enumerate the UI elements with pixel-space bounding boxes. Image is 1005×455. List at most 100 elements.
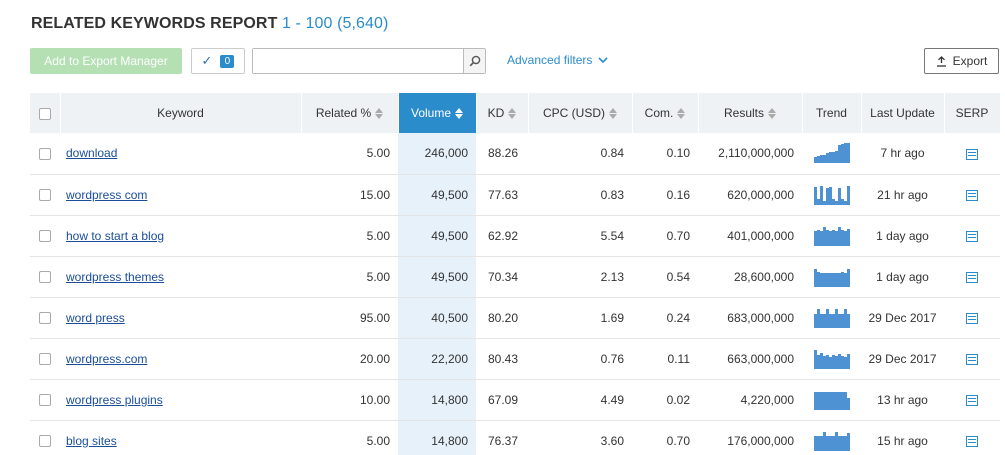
col-keyword[interactable]: Keyword: [60, 93, 302, 133]
trend-bar: [822, 355, 826, 369]
trend-cell: [802, 379, 861, 421]
serp-cell: [944, 256, 1000, 298]
trend-bar: [837, 145, 841, 164]
table-row: how to start a blog 5.00 49,500 62.92 5.54 0.…: [30, 215, 1000, 257]
trend-bar: [816, 271, 820, 287]
row-checkbox[interactable]: [39, 353, 51, 366]
serp-list-icon[interactable]: [966, 271, 978, 283]
serp-list-icon[interactable]: [966, 189, 978, 201]
serp-list-icon[interactable]: [966, 148, 978, 160]
serp-cell: [944, 215, 1000, 257]
trend-bar: [816, 354, 820, 369]
search-input[interactable]: [253, 49, 463, 73]
trend-bar: [831, 229, 835, 246]
serp-list-icon[interactable]: [966, 353, 978, 365]
trend-bar: [843, 391, 847, 410]
row-checkbox[interactable]: [39, 148, 51, 161]
keyword-link[interactable]: download: [66, 146, 118, 161]
checkmark-icon: ✓: [201, 53, 213, 68]
trend-bar: [816, 198, 820, 205]
trend-bar: [837, 272, 841, 287]
select-all-checkbox[interactable]: [38, 107, 51, 120]
advanced-filters-toggle[interactable]: Advanced filters: [507, 53, 608, 67]
row-checkbox[interactable]: [39, 394, 51, 407]
results-cell: 4,220,000: [698, 379, 802, 421]
serp-list-icon[interactable]: [966, 435, 978, 447]
selected-toggle-button[interactable]: ✓ 0: [191, 48, 245, 74]
related-cell: 5.00: [301, 133, 398, 175]
com-cell: 0.02: [632, 379, 698, 421]
related-cell: 95.00: [301, 297, 398, 339]
kd-cell: 67.09: [476, 379, 528, 421]
row-checkbox[interactable]: [39, 312, 51, 325]
kd-cell: 77.63: [476, 174, 528, 216]
trend-bar: [813, 313, 817, 328]
related-cell: 5.00: [301, 420, 398, 455]
trend-bar: [840, 391, 844, 410]
row-checkbox[interactable]: [39, 230, 51, 243]
trend-bar: [837, 313, 841, 328]
col-related[interactable]: Related %: [301, 93, 399, 133]
keyword-link[interactable]: wordpress plugins: [66, 392, 163, 407]
keyword-link[interactable]: blog sites: [66, 433, 117, 448]
trend-bar: [828, 356, 832, 369]
serp-list-icon[interactable]: [966, 230, 978, 242]
chevron-down-icon: [598, 56, 608, 63]
keyword-link[interactable]: how to start a blog: [66, 228, 165, 243]
keyword-link[interactable]: wordpress.com: [66, 351, 148, 366]
trend-bar: [822, 272, 826, 287]
cpc-cell: 1.69: [528, 297, 632, 339]
col-trend: Trend: [802, 93, 862, 133]
related-cell: 20.00: [301, 338, 398, 380]
table-row: wordpress.com 20.00 22,200 80.43 0.76 0.11 663…: [30, 338, 1000, 380]
keyword-cell: wordpress themes: [60, 256, 301, 298]
col-volume[interactable]: Volume: [398, 93, 477, 133]
trend-cell: [802, 420, 861, 455]
keyword-link[interactable]: wordpress com: [66, 187, 148, 202]
col-results-label: Results: [723, 106, 764, 120]
col-kd[interactable]: KD: [476, 93, 529, 133]
col-cpc[interactable]: CPC (USD): [528, 93, 633, 133]
serp-list-icon[interactable]: [966, 312, 978, 324]
trend-bar: [834, 391, 838, 410]
volume-cell: 14,800: [398, 379, 476, 421]
row-checkbox[interactable]: [39, 271, 51, 284]
sort-icon: [455, 108, 464, 120]
keyword-cell: blog sites: [60, 420, 301, 455]
row-checkbox[interactable]: [39, 189, 51, 202]
trend-bar: [837, 187, 841, 205]
trend-bar: [828, 391, 832, 410]
col-com[interactable]: Com.: [632, 93, 699, 133]
col-kd-label: KD: [487, 106, 505, 120]
col-com-label: Com.: [644, 106, 674, 120]
results-cell: 663,000,000: [698, 338, 802, 380]
search-button[interactable]: [463, 49, 485, 73]
export-button[interactable]: Export: [924, 48, 999, 74]
search-icon: [469, 55, 480, 67]
serp-cell: [944, 420, 1000, 455]
keyword-link[interactable]: word press: [66, 310, 125, 325]
last-update-cell: 13 hr ago: [861, 379, 944, 421]
last-update-cell: 15 hr ago: [861, 420, 944, 455]
keyword-link[interactable]: wordpress themes: [66, 269, 165, 284]
trend-bar: [825, 308, 829, 328]
col-results[interactable]: Results: [698, 93, 803, 133]
keyword-cell: how to start a blog: [60, 215, 301, 257]
trend-bar: [840, 435, 844, 451]
com-cell: 0.16: [632, 174, 698, 216]
row-checkbox[interactable]: [39, 435, 51, 448]
col-cpc-label: CPC (USD): [543, 106, 605, 120]
com-cell: 0.24: [632, 297, 698, 339]
add-to-export-manager-button[interactable]: Add to Export Manager: [30, 48, 182, 74]
serp-list-icon[interactable]: [966, 394, 978, 406]
trend-bar: [834, 308, 838, 328]
trend-bar: [819, 313, 823, 328]
table-row: wordpress plugins 10.00 14,800 67.09 4.49 0.0…: [30, 379, 1000, 421]
last-update-cell: 7 hr ago: [861, 133, 944, 175]
trend-bar: [822, 226, 826, 246]
com-cell: 0.10: [632, 133, 698, 175]
trend-sparkline: [813, 226, 850, 246]
trend-bar: [846, 185, 850, 205]
results-cell: 401,000,000: [698, 215, 802, 257]
row-select-cell: [30, 338, 60, 380]
